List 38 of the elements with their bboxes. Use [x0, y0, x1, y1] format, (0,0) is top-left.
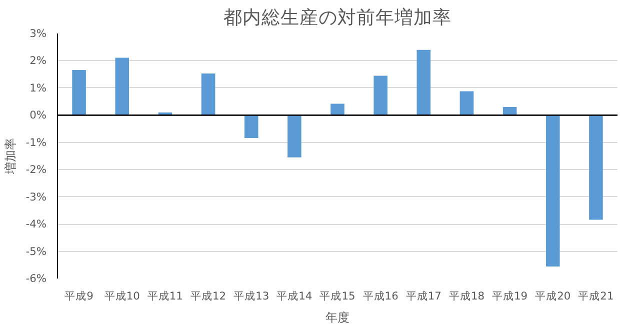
x-tick-label: 平成18 — [448, 290, 485, 302]
bar — [115, 58, 130, 116]
y-tick-label: -3% — [26, 190, 47, 204]
chart-title: 都内総生産の対前年増加率 — [224, 6, 452, 28]
y-tick-label: -1% — [26, 136, 47, 149]
y-tick-label: -2% — [26, 163, 47, 176]
x-tick-label: 平成12 — [190, 290, 226, 302]
bar — [589, 115, 603, 220]
y-tick-label: -4% — [26, 218, 47, 231]
x-tick-label: 平成21 — [578, 290, 614, 302]
y-tick-label: 1% — [30, 81, 46, 94]
x-tick-label: 平成20 — [535, 290, 571, 302]
bar — [502, 107, 517, 116]
bar — [330, 104, 344, 116]
x-axis-title: 年度 — [326, 310, 350, 324]
x-tick-label: 平成16 — [362, 290, 399, 302]
bar — [288, 115, 302, 158]
x-tick-label: 平成9 — [64, 290, 94, 302]
x-tick-label: 平成13 — [234, 290, 270, 302]
x-tick-label: 平成15 — [320, 290, 356, 302]
bar — [201, 74, 216, 116]
bar — [416, 50, 431, 116]
bar — [374, 76, 388, 116]
x-tick-label: 平成19 — [492, 290, 528, 302]
y-tick-label: 3% — [30, 27, 46, 40]
x-tick-label: 平成11 — [147, 290, 183, 302]
bar — [244, 115, 258, 138]
bar — [72, 70, 86, 116]
x-tick-label: 平成17 — [406, 290, 442, 302]
y-axis-title: 増加率 — [4, 138, 18, 175]
x-tick-label: 平成10 — [104, 290, 140, 302]
y-tick-label: 2% — [30, 54, 46, 68]
y-tick-label: 0% — [30, 108, 46, 122]
bar — [546, 115, 560, 267]
y-tick-label: -6% — [26, 272, 47, 285]
x-tick-label: 平成14 — [276, 290, 312, 302]
bar — [460, 91, 474, 116]
y-tick-label: -5% — [26, 244, 47, 258]
